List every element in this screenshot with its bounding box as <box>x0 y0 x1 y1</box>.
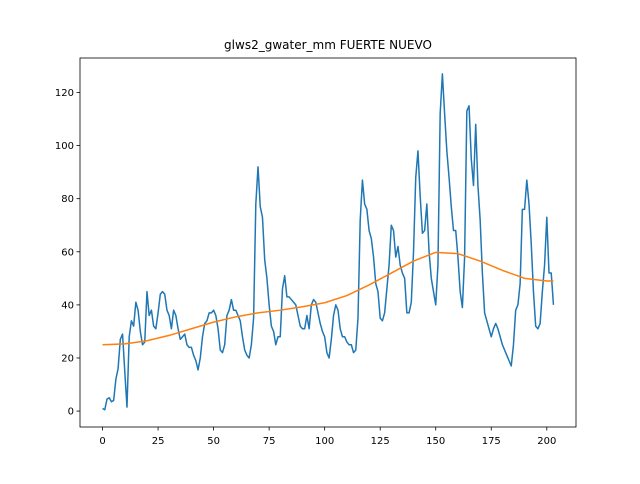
x-tick-label: 0 <box>99 436 105 447</box>
chart-title: glws2_gwater_mm FUERTE NUEVO <box>224 38 432 52</box>
x-tick-label: 75 <box>263 436 276 447</box>
x-tick-label: 150 <box>426 436 445 447</box>
y-tick-label: 20 <box>61 353 74 364</box>
line-series <box>102 251 554 346</box>
y-tick-label: 0 <box>68 407 74 418</box>
line-series <box>102 73 555 411</box>
y-tick-label: 40 <box>61 300 74 311</box>
x-tick-label: 125 <box>371 436 390 447</box>
y-tick-label: 100 <box>55 141 74 152</box>
x-tick-label: 50 <box>207 436 220 447</box>
plot-frame <box>79 57 577 428</box>
x-tick-label: 25 <box>152 436 165 447</box>
y-tick-label: 60 <box>61 247 74 258</box>
x-tick-label: 175 <box>482 436 501 447</box>
x-tick-label: 200 <box>537 436 556 447</box>
y-tick-label: 80 <box>61 194 74 205</box>
x-tick-label: 100 <box>315 436 334 447</box>
y-tick-label: 120 <box>55 88 74 99</box>
